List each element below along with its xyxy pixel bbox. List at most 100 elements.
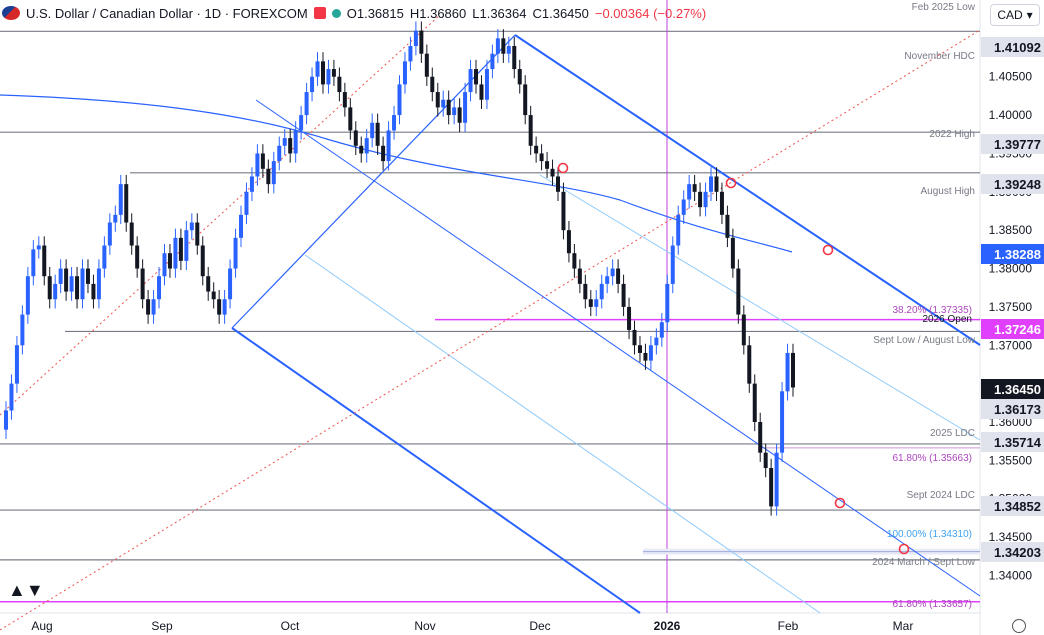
candle-body bbox=[561, 191, 566, 231]
level-label: August High bbox=[921, 186, 975, 197]
candle-body bbox=[637, 345, 642, 353]
price-tick-label: 1.37000 bbox=[989, 338, 1033, 352]
level-label: Sept 2024 LDC bbox=[907, 490, 975, 501]
candle-body bbox=[266, 168, 271, 185]
candle-body bbox=[648, 345, 653, 361]
price-tag-label: 1.35714 bbox=[994, 435, 1042, 450]
candle-body bbox=[293, 130, 298, 154]
time-tick-label: Aug bbox=[31, 619, 52, 633]
candle-body bbox=[96, 268, 101, 300]
candle-body bbox=[239, 214, 244, 238]
candle-body bbox=[135, 245, 140, 269]
chart-header: U.S. Dollar / Canadian Dollar · 1D · FOR… bbox=[0, 0, 706, 26]
candle-body bbox=[64, 268, 69, 292]
ohlc-close: C1.36450 bbox=[532, 5, 589, 21]
candle-body bbox=[430, 76, 435, 93]
settings-gear-icon[interactable] bbox=[1012, 619, 1026, 633]
candle-body bbox=[113, 214, 118, 223]
candle-body bbox=[157, 276, 162, 300]
price-axis bbox=[980, 0, 1044, 635]
candle-body bbox=[752, 383, 757, 422]
candle-body bbox=[446, 99, 451, 116]
candle-body bbox=[91, 283, 96, 300]
time-tick-label: Nov bbox=[414, 619, 435, 633]
candle-body bbox=[42, 245, 47, 277]
candle-body bbox=[36, 245, 41, 250]
candle-body bbox=[162, 253, 167, 277]
candle-body bbox=[588, 299, 593, 307]
level-label: Sept Low / August Low bbox=[873, 335, 976, 346]
time-tick-label: Feb bbox=[778, 619, 799, 633]
candle-body bbox=[375, 122, 380, 146]
candle-body bbox=[151, 299, 156, 315]
candle-body bbox=[370, 122, 375, 139]
candle-body bbox=[14, 345, 19, 384]
candle-body bbox=[763, 452, 768, 469]
level-label: 61.80% (1.35663) bbox=[892, 453, 972, 464]
candle-body bbox=[244, 191, 249, 215]
candle-body bbox=[299, 115, 304, 131]
currency-button[interactable]: CAD ▾ bbox=[990, 4, 1040, 26]
channel-mid bbox=[255, 99, 981, 597]
candle-body bbox=[118, 184, 123, 215]
candle-body bbox=[479, 84, 484, 100]
candle-body bbox=[506, 46, 511, 54]
candle-body bbox=[315, 61, 320, 77]
candle-body bbox=[785, 352, 790, 392]
candle-body bbox=[310, 76, 315, 93]
price-tag bbox=[981, 379, 1044, 399]
channel-upper bbox=[514, 34, 981, 346]
candle-body bbox=[741, 314, 746, 346]
level-label: 2024 March / Sept Low bbox=[872, 557, 976, 568]
candle-body bbox=[769, 468, 774, 507]
candle-body bbox=[386, 130, 391, 162]
candle-body bbox=[228, 268, 233, 300]
candle-body bbox=[217, 299, 222, 315]
candle-body bbox=[517, 69, 522, 85]
price-tick-label: 1.34000 bbox=[989, 568, 1033, 582]
candle-body bbox=[304, 92, 309, 116]
candle-body bbox=[545, 161, 550, 169]
candle-body bbox=[457, 107, 462, 123]
candle-body bbox=[534, 145, 539, 154]
candle-body bbox=[31, 249, 36, 277]
candle-body bbox=[632, 329, 637, 346]
candle-body bbox=[359, 145, 364, 154]
candle-body bbox=[282, 138, 287, 146]
pivot-marker bbox=[834, 497, 846, 509]
price-tag bbox=[981, 134, 1044, 154]
price-tag bbox=[981, 37, 1044, 57]
candle-body bbox=[189, 222, 194, 231]
channel-lower bbox=[231, 327, 641, 614]
candle-body bbox=[643, 352, 648, 361]
candle-body bbox=[665, 283, 670, 323]
ohlc-open: O1.36815 bbox=[346, 5, 404, 21]
pivot-marker bbox=[822, 244, 834, 256]
symbol-title[interactable]: U.S. Dollar / Canadian Dollar · 1D · FOR… bbox=[26, 5, 308, 21]
candle-body bbox=[173, 237, 178, 269]
price-tag-label: 1.34203 bbox=[994, 545, 1041, 560]
time-tick-label: Sep bbox=[151, 619, 173, 633]
price-tag bbox=[981, 174, 1044, 194]
candle-body bbox=[659, 322, 664, 338]
candle-body bbox=[288, 138, 293, 154]
price-tag-label: 1.38288 bbox=[994, 247, 1041, 262]
level-label: 61.80% (1.33657) bbox=[892, 599, 972, 610]
candle-body bbox=[200, 245, 205, 277]
moving-average bbox=[0, 94, 793, 253]
time-tick-label: Oct bbox=[281, 619, 300, 633]
candle-body bbox=[539, 153, 544, 162]
time-tick-label: 2026 bbox=[654, 619, 681, 633]
candle-body bbox=[20, 314, 25, 346]
candle-body bbox=[714, 176, 719, 192]
candle-body bbox=[211, 291, 216, 300]
level-label: 2022 High bbox=[929, 129, 975, 140]
price-tag-label: 1.36450 bbox=[994, 382, 1041, 397]
red-dotted-upper bbox=[0, 14, 441, 416]
candle-body bbox=[167, 253, 172, 269]
candle-body bbox=[402, 61, 407, 85]
price-tag-label: 1.34852 bbox=[994, 499, 1041, 514]
level-label: 38.20% (1.37335) bbox=[892, 305, 972, 316]
candle-body bbox=[140, 268, 145, 300]
